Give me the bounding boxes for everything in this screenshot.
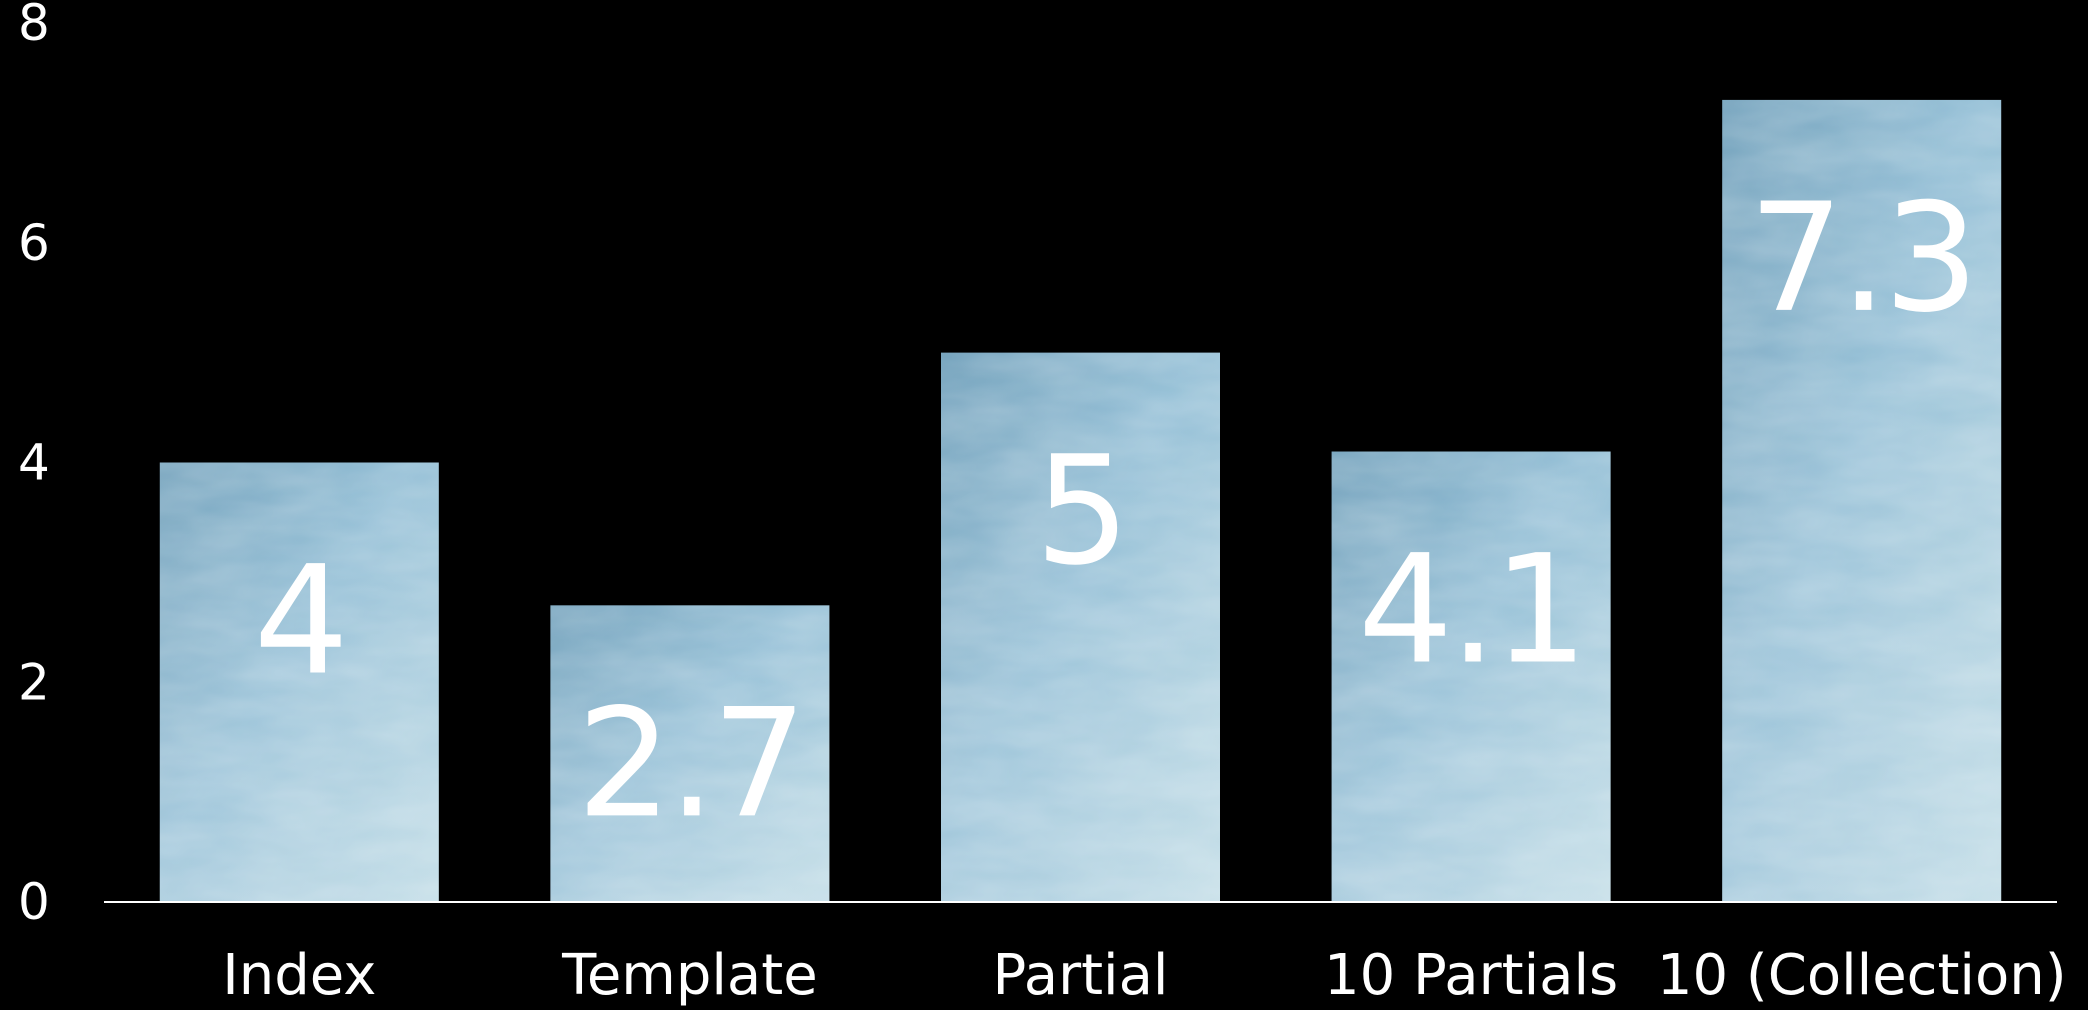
bars-group: [159, 99, 2002, 903]
category-label: 10 Partials: [1324, 943, 1618, 1008]
data-label: 7.3: [1748, 172, 1975, 346]
y-tick-label: 0: [18, 873, 50, 931]
category-label: Template: [561, 943, 818, 1008]
axis-group: Index Template Partial 10 Partials 10 (Colle…: [18, 0, 2067, 1008]
y-tick-label: 2: [18, 653, 50, 711]
y-tick-label: 6: [18, 214, 50, 272]
bar-3: [941, 352, 1220, 902]
data-label: 4.1: [1358, 524, 1585, 698]
y-tick-label: 4: [18, 434, 50, 492]
data-label: 5: [1035, 425, 1126, 599]
category-label: Index: [222, 943, 376, 1008]
data-label: 4: [254, 535, 345, 709]
bar-glow: [1331, 451, 1611, 902]
bar-glow: [159, 462, 439, 902]
category-label: Partial: [993, 943, 1169, 1008]
bar-4: [1331, 451, 1611, 902]
bar-2: [550, 605, 830, 902]
category-label: 10 (Collection): [1657, 943, 2067, 1008]
data-label: 2.7: [577, 677, 804, 851]
data-labels-group: 4 2.7 5 4.1 7.3: [254, 172, 1979, 851]
bar-5: [1722, 99, 2002, 903]
bar-glow: [941, 352, 1220, 902]
bar-glow: [550, 605, 830, 902]
bar-glow: [1722, 99, 2002, 903]
y-tick-label: 8: [18, 0, 50, 52]
bar-1: [159, 462, 439, 902]
